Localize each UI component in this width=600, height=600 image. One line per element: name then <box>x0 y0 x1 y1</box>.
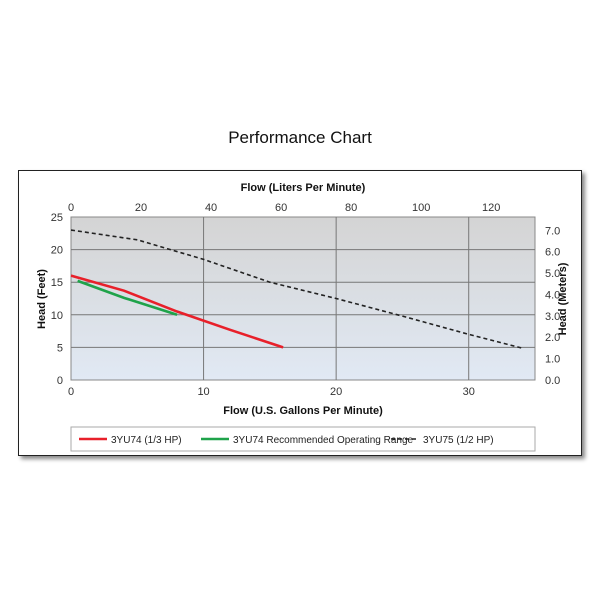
legend-label: 3YU74 (1/3 HP) <box>111 435 182 446</box>
y2-tick-label: 1.0 <box>545 354 560 366</box>
legend: 3YU74 (1/3 HP) 3YU74 Recommended Operatin… <box>79 435 494 446</box>
y2-tick-label: 7.0 <box>545 225 560 237</box>
grid-lines <box>71 217 535 380</box>
y2-tick-label: 3.0 <box>545 311 560 323</box>
x2-tick-label: 80 <box>345 202 357 214</box>
y-tick-label: 20 <box>51 245 63 257</box>
x-tick-label: 20 <box>330 386 342 398</box>
x2-tick-label: 100 <box>412 202 430 214</box>
series-line <box>77 279 178 317</box>
y2-tick-label: 2.0 <box>545 332 560 344</box>
y-tick-label: 15 <box>51 277 63 289</box>
x2-tick-label: 60 <box>275 202 287 214</box>
x2-tick-label: 120 <box>482 202 500 214</box>
tick-labels: 0 10 20 30 0 20 40 60 80 100 120 0 5 10 15 20 25 0.0 1.0 2.… <box>51 202 561 398</box>
x-tick-label: 0 <box>68 386 74 398</box>
x2-tick-label: 20 <box>135 202 147 214</box>
series-layer <box>70 229 522 349</box>
y-tick-label: 5 <box>57 342 63 354</box>
y-tick-label: 10 <box>51 310 63 322</box>
y-tick-label: 25 <box>51 212 63 224</box>
x-tick-label: 10 <box>197 386 209 398</box>
x2-axis-title: Flow (Liters Per Minute) <box>241 182 366 194</box>
x-tick-label: 30 <box>463 386 475 398</box>
legend-label: 3YU74 Recommended Operating Range <box>233 435 414 446</box>
y2-tick-label: 0.0 <box>545 375 560 387</box>
y2-tick-label: 4.0 <box>545 289 560 301</box>
y2-tick-label: 6.0 <box>545 247 560 259</box>
plot-area <box>70 216 536 381</box>
y2-tick-label: 5.0 <box>545 268 560 280</box>
x-axis-title: Flow (U.S. Gallons Per Minute) <box>223 405 383 417</box>
x2-tick-label: 0 <box>68 202 74 214</box>
performance-chart: 0 10 20 30 0 20 40 60 80 100 120 0 5 10 15 20 25 0.0 1.0 2.… <box>36 182 569 452</box>
y-axis-title: Head (Feet) <box>36 269 48 329</box>
chart-frame: 0 10 20 30 0 20 40 60 80 100 120 0 5 10 15 20 25 0.0 1.0 2.… <box>18 170 582 456</box>
series-line <box>70 229 522 349</box>
series-line <box>70 274 284 349</box>
legend-box <box>70 426 536 452</box>
legend-label: 3YU75 (1/2 HP) <box>423 435 494 446</box>
y2-axis-title: Head (Meters) <box>557 262 569 335</box>
page-title: Performance Chart <box>228 128 372 147</box>
x2-tick-label: 40 <box>205 202 217 214</box>
y-tick-label: 0 <box>57 375 63 387</box>
